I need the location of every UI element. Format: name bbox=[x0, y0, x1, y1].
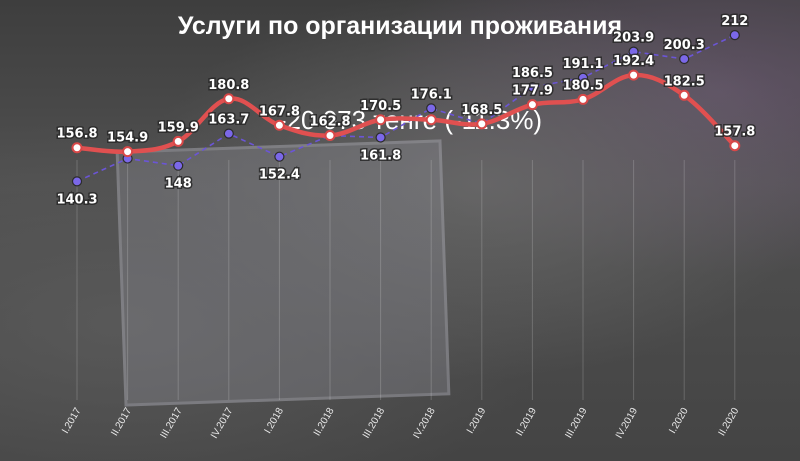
point-primary bbox=[425, 114, 437, 126]
data-label-secondary: 163.7 bbox=[208, 113, 249, 128]
data-label-secondary: 186.5 bbox=[512, 66, 553, 81]
x-tick-label: II.2020 bbox=[717, 406, 742, 438]
point-secondary bbox=[71, 176, 83, 187]
data-label-primary: 170.5 bbox=[360, 99, 401, 114]
data-label-secondary: 140.3 bbox=[56, 192, 97, 207]
point-primary bbox=[526, 99, 538, 111]
data-label-primary: 180.5 bbox=[562, 78, 603, 93]
point-primary bbox=[577, 93, 589, 105]
x-tick-label: II.2018 bbox=[312, 406, 337, 438]
data-label-secondary: 152.4 bbox=[259, 168, 300, 183]
point-secondary bbox=[173, 160, 184, 171]
data-label-primary: 180.8 bbox=[208, 78, 249, 93]
x-tick-label: I.2019 bbox=[465, 406, 489, 436]
point-primary bbox=[729, 140, 741, 152]
data-label-secondary: 203.9 bbox=[613, 31, 654, 46]
point-primary bbox=[71, 142, 83, 154]
x-tick-label: IV.2018 bbox=[411, 406, 438, 441]
chart-title: Услуги по организации проживания bbox=[177, 12, 623, 40]
data-label-secondary: 148 bbox=[165, 177, 192, 192]
x-tick-label: III.2017 bbox=[159, 406, 185, 441]
point-secondary bbox=[729, 30, 740, 41]
x-tick-label: I.2017 bbox=[60, 406, 84, 436]
point-secondary bbox=[679, 53, 690, 65]
point-primary bbox=[122, 146, 134, 158]
data-label-primary: 167.8 bbox=[259, 104, 300, 119]
x-tick-label: I.2020 bbox=[667, 406, 691, 436]
point-secondary bbox=[223, 128, 234, 139]
point-secondary bbox=[527, 82, 538, 93]
point-primary bbox=[476, 118, 488, 130]
data-label-primary: 154.9 bbox=[107, 131, 148, 146]
point-secondary bbox=[577, 72, 589, 83]
data-label-primary: 156.8 bbox=[56, 127, 97, 142]
point-primary bbox=[628, 69, 640, 81]
data-label-secondary: 191.1 bbox=[562, 57, 603, 72]
x-tick-label: III.2018 bbox=[361, 406, 387, 441]
point-primary bbox=[678, 89, 690, 101]
data-label-primary: 157.8 bbox=[714, 125, 755, 140]
point-secondary bbox=[375, 132, 386, 143]
x-tick-label: IV.2019 bbox=[614, 406, 641, 441]
point-primary bbox=[324, 129, 336, 141]
data-label-primary: 162.8 bbox=[309, 114, 350, 129]
data-label-primary: 182.5 bbox=[664, 74, 705, 89]
data-label-primary: 192.4 bbox=[613, 54, 654, 69]
data-label-secondary: 161.8 bbox=[360, 149, 401, 164]
x-tick-label: II.2019 bbox=[514, 406, 539, 438]
data-label-secondary: 200.3 bbox=[664, 38, 705, 53]
data-label-primary: 168.5 bbox=[461, 103, 502, 118]
point-primary bbox=[273, 119, 285, 131]
data-label-primary: 159.9 bbox=[158, 120, 199, 135]
x-tick-label: IV.2017 bbox=[209, 406, 236, 441]
x-tick-label: I.2018 bbox=[263, 406, 287, 436]
point-primary bbox=[223, 93, 235, 105]
point-secondary bbox=[426, 103, 437, 114]
data-label-secondary: 212 bbox=[721, 14, 748, 29]
x-tick-label: II.2017 bbox=[109, 406, 134, 438]
point-secondary bbox=[628, 46, 639, 57]
x-tick-label: III.2019 bbox=[563, 406, 589, 441]
data-label-secondary: 176.1 bbox=[411, 87, 452, 102]
point-primary bbox=[172, 135, 184, 147]
point-secondary bbox=[274, 151, 285, 162]
data-label-primary: 177.9 bbox=[512, 84, 553, 99]
point-primary bbox=[375, 114, 387, 126]
